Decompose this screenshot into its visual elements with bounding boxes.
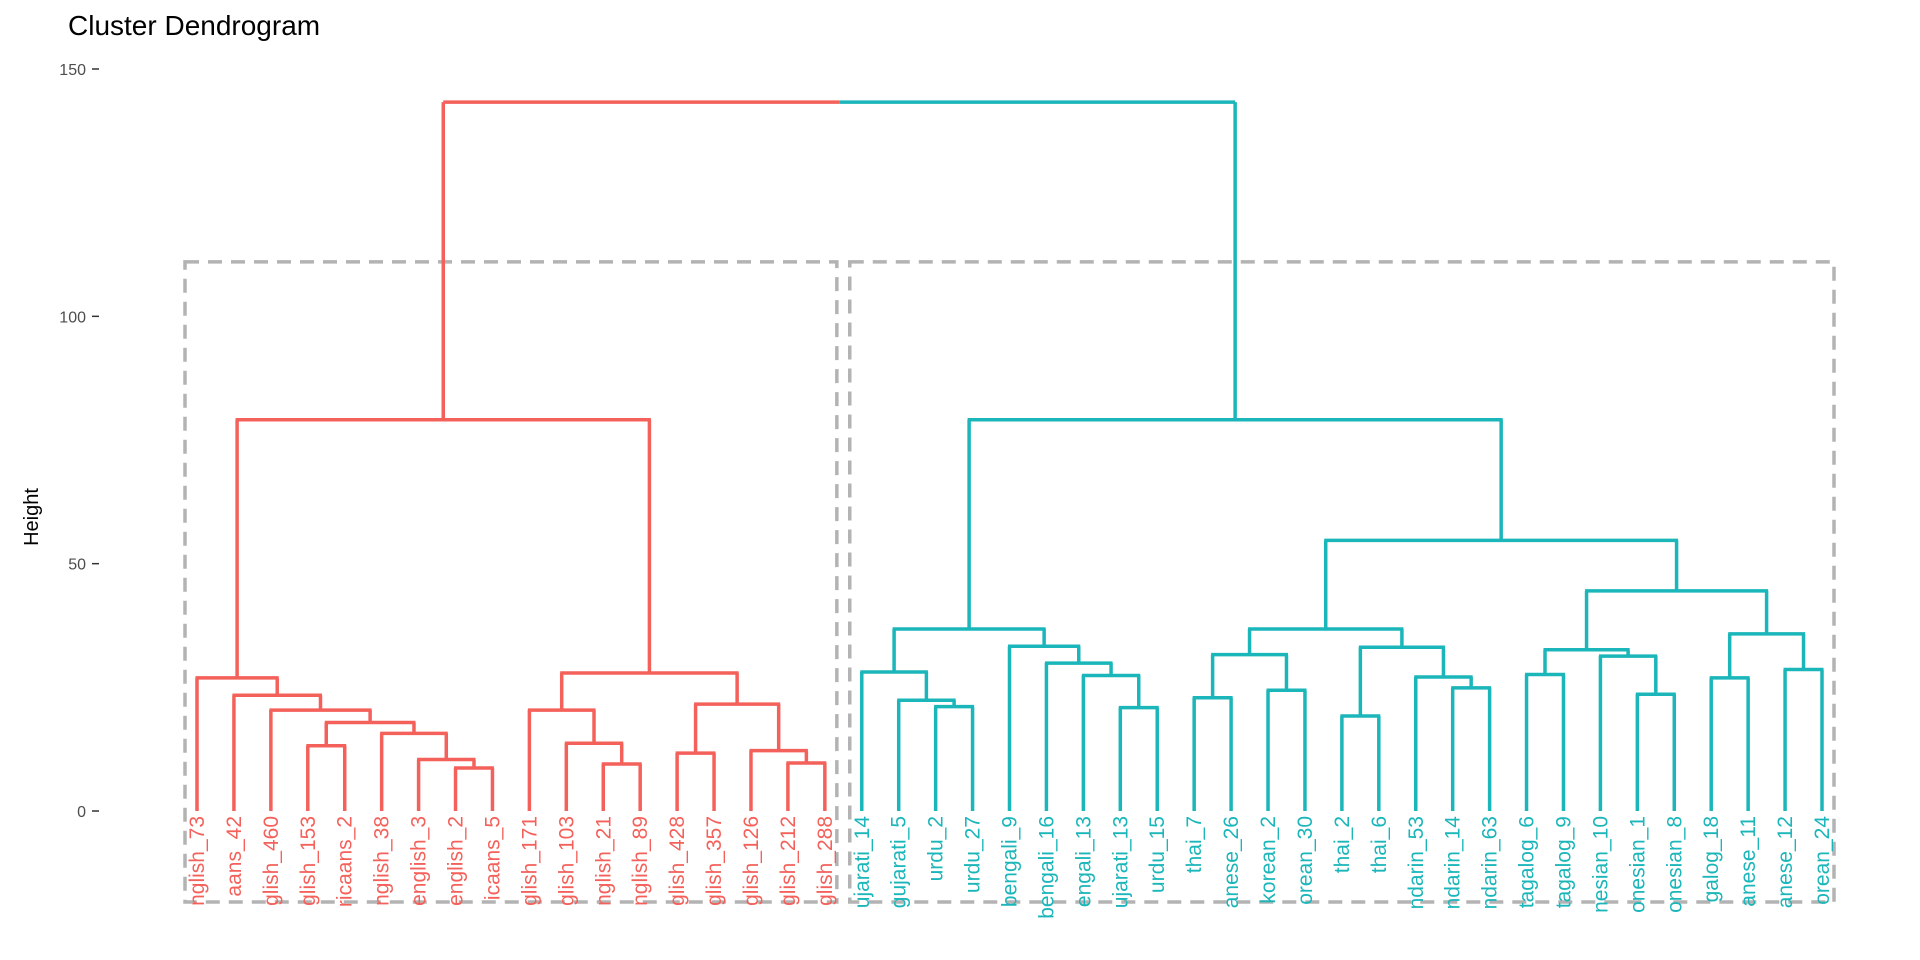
leaf-label: anese_26 [1220,816,1243,908]
leaf-label: glish_171 [518,816,541,906]
leaf-label: galog_18 [1700,816,1723,902]
leaf-label: glish_103 [555,816,578,906]
leaf-label: orean_24 [1811,816,1834,905]
y-axis-label: Height [21,488,43,546]
leaf-label: ricaans_2 [334,816,357,907]
leaf-label: ujarati_14 [851,816,874,909]
leaf-label: nglish_89 [629,816,652,906]
leaf-label: glish_153 [297,816,320,906]
leaf-label: gujarati_5 [888,816,911,908]
leaf-label: anese_11 [1737,816,1760,907]
leaf-label: onesian_1 [1626,816,1649,913]
y-tick-label: 100 [59,309,86,326]
leaf-label: ndarin_63 [1479,816,1502,909]
chart-title: Cluster Dendrogram [68,10,321,41]
leaf-label: ndarin_14 [1442,816,1465,910]
leaf-label: nesian_10 [1589,816,1612,913]
leaf-label: tagalog_9 [1552,816,1575,908]
leaf-label: glish_357 [703,816,726,906]
leaf-label: ujarati_13 [1109,816,1132,908]
leaf-label: orean_30 [1294,816,1317,905]
y-tick-label: 0 [77,804,86,821]
leaf-label: nglish_21 [592,816,615,906]
leaf-label: engali_13 [1072,816,1095,907]
leaf-label: urdu_2 [925,816,948,881]
leaf-label: nglish_38 [371,816,394,906]
leaf-label: glish_460 [260,816,283,906]
leaf-label: glish_126 [740,816,763,906]
leaf-label: urdu_27 [962,816,985,893]
y-tick-label: 50 [68,557,86,574]
y-tick-label: 150 [59,62,86,79]
leaf-label: bengali_16 [1035,816,1058,919]
leaf-label: english_2 [445,816,468,906]
leaf-label: glish_212 [777,816,800,906]
leaf-label: glish_288 [814,816,837,906]
leaf-label: thai_6 [1368,816,1391,873]
leaf-label: korean_2 [1257,816,1280,904]
leaf-label: thai_2 [1331,816,1354,873]
leaf-label: bengali_9 [999,816,1022,907]
leaf-label: aans_42 [223,816,246,897]
leaf-label: nglish_73 [186,816,209,906]
cluster-rect-2 [848,260,1836,904]
leaf-label: anese_12 [1774,816,1797,908]
leaf-label: tagalog_6 [1516,816,1539,908]
leaf-label: onesian_8 [1663,816,1686,913]
leaf-label: icaans_5 [481,816,504,900]
leaf-label: ndarin_53 [1405,816,1428,909]
leaf-label: english_3 [408,816,431,906]
leaf-label: urdu_15 [1146,816,1169,893]
cluster-rect-1 [183,260,839,904]
leaf-label: thai_7 [1183,816,1206,873]
leaf-label: glish_428 [666,816,689,906]
